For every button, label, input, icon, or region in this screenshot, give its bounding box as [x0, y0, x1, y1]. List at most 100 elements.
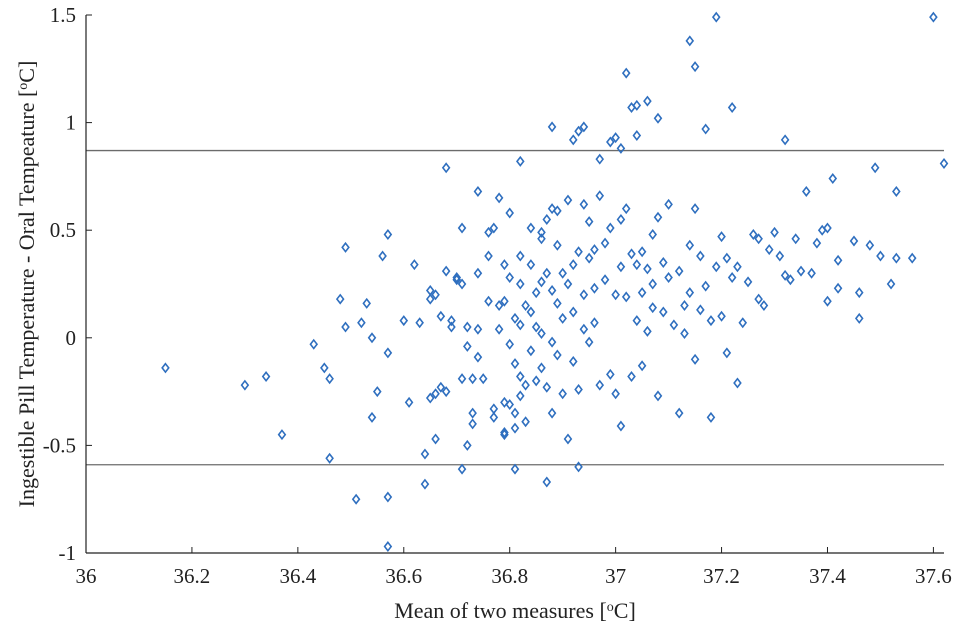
data-point-121	[568, 134, 578, 146]
data-point-174	[653, 211, 663, 223]
x-ticks: 36 36.2 36.4 36.6 36.8 37 37.2 37.4 37.6	[76, 547, 952, 588]
data-point-147	[611, 132, 620, 144]
data-point-37	[441, 265, 451, 277]
data-point-60	[484, 295, 493, 307]
data-point-14	[367, 332, 377, 344]
data-point-78	[510, 422, 520, 434]
x-tick-label-3: 36.6	[385, 564, 422, 588]
data-point-198	[711, 261, 721, 273]
data-point-115	[558, 388, 567, 400]
data-point-126	[574, 246, 583, 258]
data-point-33	[431, 289, 440, 301]
data-point-52	[468, 418, 477, 430]
data-point-131	[579, 289, 589, 301]
data-point-178	[664, 198, 673, 210]
data-point-199	[717, 231, 726, 243]
data-point-140	[595, 190, 605, 202]
data-point-125	[574, 125, 583, 137]
data-point-6	[325, 373, 334, 385]
data-point-106	[547, 121, 557, 133]
data-point-76	[510, 358, 520, 370]
data-point-102	[542, 381, 552, 393]
data-point-144	[606, 136, 615, 148]
data-point-209	[749, 229, 758, 241]
data-point-109	[547, 336, 557, 348]
data-point-183	[680, 300, 689, 312]
data-point-162	[632, 259, 642, 271]
data-point-8	[335, 293, 345, 305]
data-point-148	[611, 289, 620, 301]
data-point-47	[463, 340, 472, 352]
data-point-213	[764, 244, 774, 256]
y-tick-label-0: -1	[59, 541, 77, 565]
data-point-48	[463, 321, 472, 333]
data-point-22	[399, 315, 409, 327]
data-point-42	[452, 272, 462, 284]
data-point-30	[425, 392, 435, 404]
data-point-111	[553, 205, 562, 217]
data-point-44	[457, 463, 467, 475]
data-point-99	[537, 276, 546, 288]
data-point-4	[309, 338, 319, 350]
data-point-194	[701, 280, 710, 292]
data-point-71	[500, 259, 509, 271]
data-point-214	[770, 226, 779, 238]
data-point-153	[616, 420, 626, 432]
x-axis-title: Mean of two measures [oC]	[394, 598, 636, 623]
data-point-88	[521, 300, 530, 312]
data-point-233	[865, 239, 875, 251]
data-point-142	[600, 237, 610, 249]
data-point-122	[568, 259, 578, 271]
data-point-5	[320, 362, 329, 374]
data-point-59	[484, 226, 493, 238]
data-point-74	[505, 338, 514, 350]
data-point-118	[563, 194, 573, 206]
data-point-84	[516, 319, 525, 331]
data-point-226	[823, 295, 832, 307]
data-point-56	[473, 351, 483, 363]
data-point-9	[341, 321, 350, 333]
data-point-161	[632, 130, 642, 142]
data-point-15	[367, 411, 377, 423]
data-point-3	[277, 429, 287, 441]
data-point-218	[786, 274, 795, 286]
data-point-136	[590, 244, 599, 256]
data-point-190	[690, 353, 700, 365]
data-point-208	[743, 276, 753, 288]
data-point-134	[584, 252, 594, 264]
data-point-216	[780, 134, 790, 146]
data-point-85	[516, 371, 525, 383]
data-point-82	[516, 250, 525, 262]
data-point-197	[711, 11, 721, 23]
data-point-86	[516, 390, 525, 402]
data-point-210	[754, 233, 763, 245]
data-point-67	[500, 295, 509, 307]
data-point-19	[383, 347, 393, 359]
data-point-129	[579, 121, 589, 133]
data-point-79	[510, 312, 520, 324]
data-point-105	[542, 267, 552, 279]
data-point-26	[420, 448, 430, 460]
data-point-117	[558, 312, 567, 324]
y-tick-label-1: -0.5	[43, 433, 76, 457]
data-point-64	[494, 192, 504, 204]
data-point-203	[727, 102, 737, 114]
data-point-104	[542, 213, 552, 225]
data-point-92	[526, 306, 536, 318]
data-point-145	[606, 222, 615, 234]
x-tick-label-6: 37.2	[703, 564, 740, 588]
data-point-220	[796, 265, 806, 277]
data-point-139	[595, 153, 605, 165]
data-point-91	[526, 259, 536, 271]
y-tick-label-4: 1	[66, 111, 77, 135]
data-point-21	[383, 491, 393, 503]
data-point-107	[547, 203, 557, 215]
data-point-12	[357, 317, 366, 329]
data-point-211	[754, 293, 763, 305]
data-point-163	[632, 315, 642, 327]
data-point-143	[600, 274, 610, 286]
data-point-152	[616, 261, 626, 273]
data-point-83	[516, 278, 525, 290]
data-point-196	[706, 411, 716, 423]
data-point-191	[696, 250, 705, 262]
